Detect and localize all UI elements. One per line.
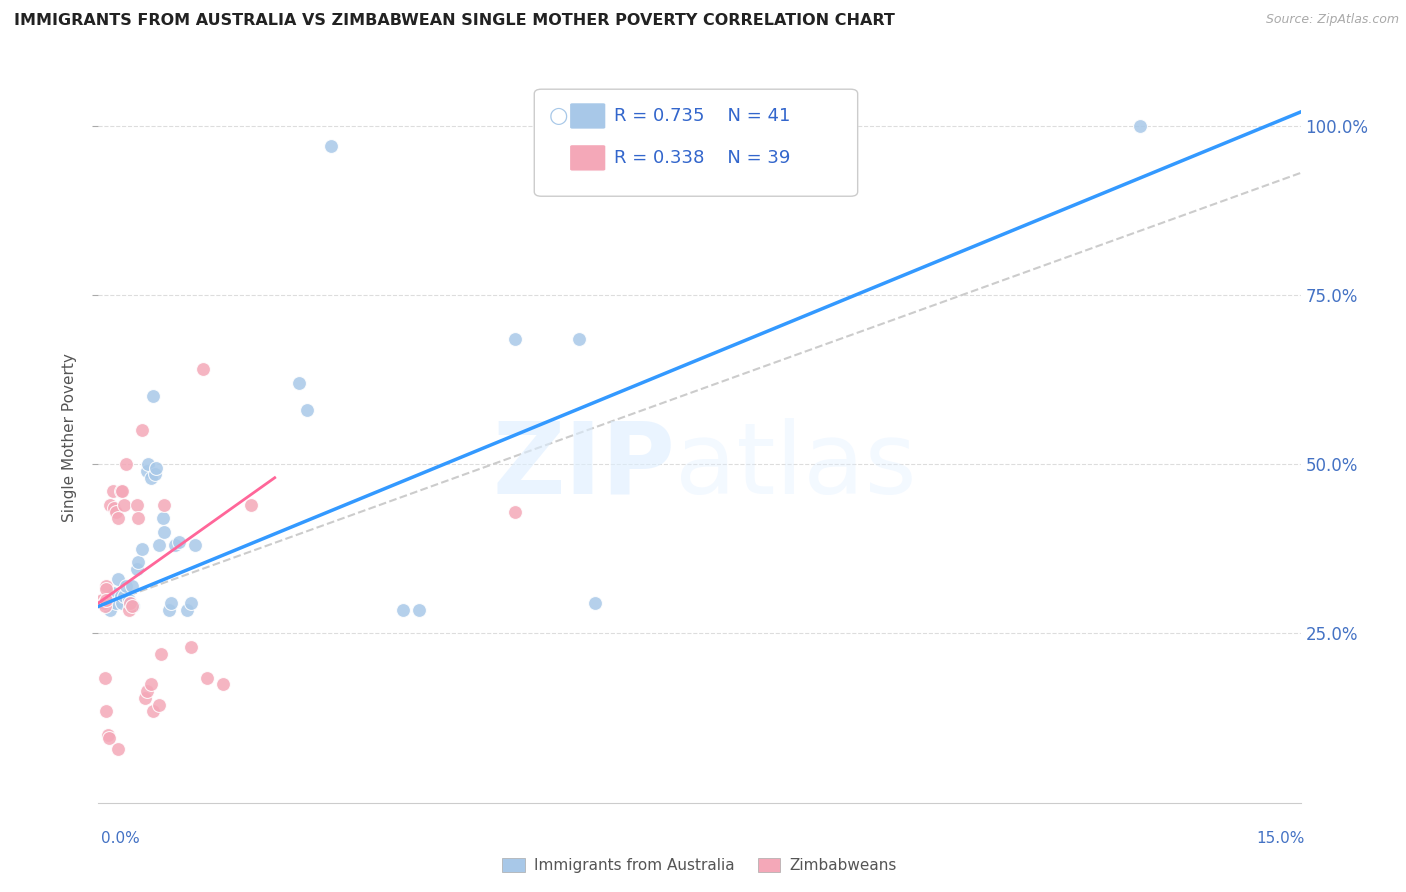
Point	[176, 603, 198, 617]
Point	[167, 535, 190, 549]
Point	[111, 484, 134, 499]
Point	[96, 582, 118, 597]
Point	[135, 684, 157, 698]
Point	[148, 538, 170, 552]
Point	[392, 603, 415, 617]
Point	[568, 332, 591, 346]
Text: IMMIGRANTS FROM AUSTRALIA VS ZIMBABWEAN SINGLE MOTHER POVERTY CORRELATION CHART: IMMIGRANTS FROM AUSTRALIA VS ZIMBABWEAN …	[14, 13, 896, 29]
Point	[191, 362, 214, 376]
Point	[107, 511, 129, 525]
Point	[103, 501, 125, 516]
Point	[148, 698, 170, 712]
Point	[211, 677, 233, 691]
Point	[583, 596, 606, 610]
Point	[94, 671, 117, 685]
Point	[112, 589, 135, 603]
Text: R = 0.735    N = 41: R = 0.735 N = 41	[614, 107, 790, 125]
Point	[121, 579, 143, 593]
Point	[180, 640, 202, 654]
Point	[139, 677, 162, 691]
Point	[142, 705, 165, 719]
Point	[163, 538, 186, 552]
Point	[97, 728, 120, 742]
Point	[94, 592, 117, 607]
Point	[122, 599, 145, 614]
Point	[112, 498, 135, 512]
Point	[101, 484, 124, 499]
Point	[101, 586, 124, 600]
Point	[153, 498, 176, 512]
Point	[115, 579, 138, 593]
Point	[110, 589, 132, 603]
Point	[295, 403, 318, 417]
Point	[115, 457, 138, 471]
Text: 15.0%: 15.0%	[1257, 831, 1305, 846]
Point	[131, 423, 153, 437]
Point	[239, 498, 262, 512]
Point	[91, 592, 114, 607]
Point	[157, 603, 180, 617]
Point	[135, 464, 157, 478]
Point	[408, 603, 430, 617]
Point	[195, 671, 218, 685]
Point	[97, 731, 120, 746]
Point	[100, 603, 122, 617]
Point	[100, 498, 122, 512]
Point	[288, 376, 311, 390]
Point	[118, 603, 141, 617]
Point	[183, 538, 205, 552]
Text: R = 0.338    N = 39: R = 0.338 N = 39	[614, 149, 790, 167]
Point	[96, 705, 118, 719]
Point	[107, 741, 129, 756]
Point	[105, 596, 128, 610]
Point	[142, 389, 165, 403]
Point	[139, 471, 162, 485]
Point	[136, 457, 159, 471]
Point	[131, 541, 153, 556]
Point	[93, 596, 115, 610]
Text: Source: ZipAtlas.com: Source: ZipAtlas.com	[1265, 13, 1399, 27]
Point	[107, 572, 129, 586]
Point	[94, 599, 117, 614]
Point	[96, 592, 118, 607]
Point	[149, 647, 172, 661]
Point	[94, 579, 117, 593]
Y-axis label: Single Mother Poverty: Single Mother Poverty	[62, 352, 77, 522]
Point	[120, 596, 142, 610]
Text: 0.0%: 0.0%	[101, 831, 141, 846]
Point	[503, 505, 526, 519]
Point	[134, 690, 156, 705]
Point	[153, 524, 176, 539]
Point	[110, 484, 132, 499]
Point	[1129, 119, 1152, 133]
Point	[111, 596, 134, 610]
Text: atlas: atlas	[675, 417, 917, 515]
Text: ○: ○	[548, 106, 568, 126]
Point	[125, 498, 148, 512]
Point	[145, 460, 167, 475]
Point	[152, 511, 174, 525]
Point	[125, 562, 148, 576]
Point	[159, 596, 181, 610]
Point	[120, 596, 142, 610]
Point	[118, 592, 141, 607]
Point	[180, 596, 202, 610]
Point	[143, 467, 166, 482]
Point	[105, 505, 128, 519]
Point	[319, 139, 342, 153]
Legend: Immigrants from Australia, Zimbabweans: Immigrants from Australia, Zimbabweans	[496, 852, 903, 880]
Text: ZIP: ZIP	[492, 417, 675, 515]
Point	[503, 332, 526, 346]
Point	[121, 599, 143, 614]
Point	[128, 511, 150, 525]
Point	[128, 555, 150, 569]
